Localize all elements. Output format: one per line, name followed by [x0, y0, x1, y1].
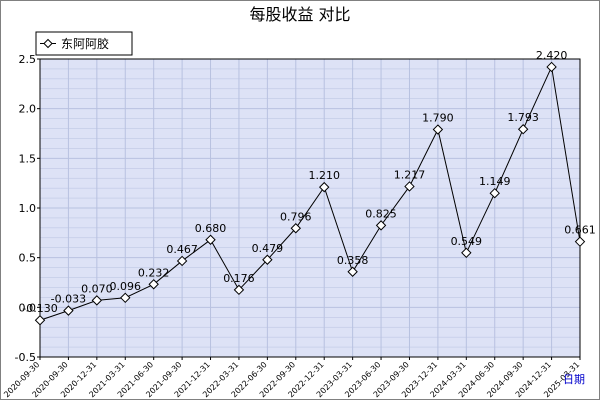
data-point	[262, 254, 273, 265]
data-label: 1.210	[308, 169, 340, 182]
data-label: 0.070	[81, 282, 113, 295]
y-tick-label: -0.5	[15, 351, 36, 364]
data-point	[432, 124, 444, 135]
data-label: 1.217	[394, 168, 426, 181]
data-point	[120, 292, 131, 304]
data-label: -0.033	[51, 293, 86, 306]
y-tick-label: 0.5	[19, 252, 37, 265]
legend: 东阿阿胶	[35, 31, 133, 56]
y-tick-label: 2.5	[19, 53, 37, 66]
data-label: 0.479	[252, 242, 284, 255]
data-label: 0.680	[195, 222, 227, 235]
data-label: 0.232	[138, 266, 170, 279]
data-label: 0.467	[166, 243, 198, 256]
series-line	[39, 65, 581, 321]
data-label: 1.793	[507, 111, 539, 124]
data-point	[461, 247, 472, 259]
data-point	[375, 220, 387, 231]
data-label: 0.661	[564, 224, 596, 237]
data-label: 0.358	[337, 254, 369, 267]
data-point	[517, 124, 529, 135]
legend-box	[35, 31, 133, 56]
data-point	[91, 295, 103, 306]
data-point	[148, 279, 159, 290]
data-point	[574, 236, 586, 247]
data-label: 1.149	[479, 175, 511, 188]
x-axis-label: 日期	[563, 373, 585, 386]
data-label: 0.096	[110, 280, 142, 293]
data-label: 0.549	[451, 235, 483, 248]
data-label: 2.420	[536, 49, 568, 62]
data-point	[205, 234, 216, 245]
data-label: 1.790	[422, 112, 454, 125]
data-label: 0.796	[280, 210, 312, 223]
y-tick-label: 1.5	[19, 152, 37, 165]
data-point	[546, 61, 557, 73]
data-label: 0.825	[365, 207, 397, 220]
y-tick-label: 0.0	[19, 301, 37, 314]
data-point	[489, 187, 500, 199]
data-point	[347, 266, 358, 277]
data-point	[319, 181, 330, 193]
chart-title: 每股收益 对比	[249, 5, 350, 24]
data-label: 0.176	[223, 272, 255, 285]
y-tick-label: 1.0	[19, 202, 37, 215]
y-tick-label: 2.0	[19, 103, 37, 116]
plot-area: 2.52.01.51.00.50.0-0.52020-09-302020-09-…	[2, 49, 596, 399]
data-point	[404, 181, 415, 192]
legend-series-name: 东阿阿胶	[61, 36, 109, 51]
data-label: -0.130	[22, 302, 57, 315]
data-point	[290, 223, 301, 234]
legend-marker-icon	[43, 38, 53, 49]
data-point	[63, 305, 74, 316]
data-point	[233, 284, 245, 296]
data-point	[176, 255, 188, 267]
data-point	[34, 315, 46, 326]
